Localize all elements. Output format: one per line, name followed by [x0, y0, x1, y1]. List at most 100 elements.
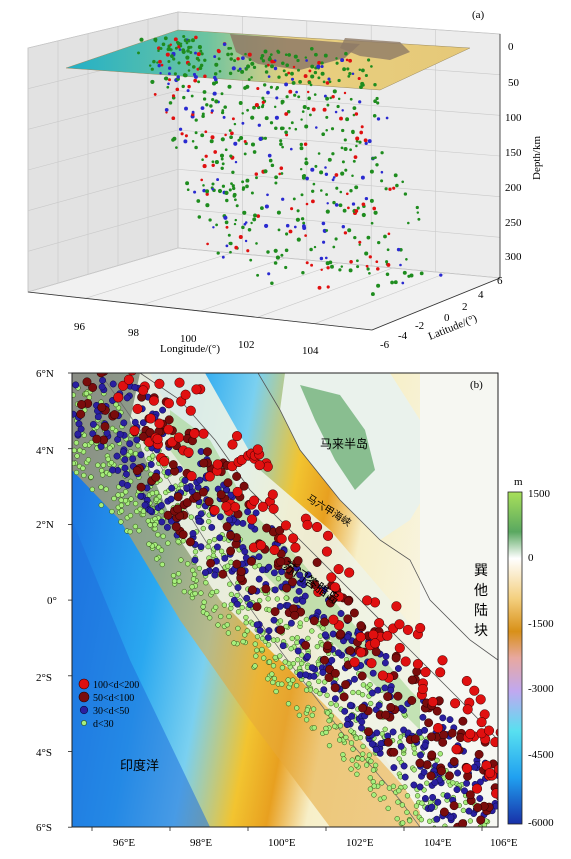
- depth-tick-labels: 0 50 100 150 200 250 300: [505, 41, 522, 263]
- hypocenter-dot: [351, 174, 354, 177]
- lat-tick: 6: [497, 275, 503, 287]
- grid-line: [85, 252, 232, 299]
- grid-line: [314, 272, 447, 324]
- epicenter-dot: [385, 805, 391, 812]
- epicenter-dot: [127, 373, 137, 376]
- epicenter-dot: [89, 486, 95, 493]
- epicenter-dot: [149, 353, 159, 363]
- epicenter-dot: [490, 737, 498, 748]
- hypocenter-dot: [220, 137, 225, 142]
- epicenter-dot: [358, 724, 365, 732]
- epicenter-dot: [116, 350, 124, 358]
- epicenter-dot: [320, 617, 329, 627]
- epicenter-dot: [54, 445, 59, 450]
- hypocenter-dot: [168, 66, 172, 70]
- hypocenter-dot: [221, 109, 225, 112]
- epicenter-dot: [401, 773, 409, 781]
- hypocenter-dot: [375, 260, 379, 264]
- hypocenter-dot: [209, 139, 214, 144]
- hypocenter-dot: [286, 109, 291, 114]
- hypocenter-dot: [233, 141, 238, 146]
- epicenter-dot: [344, 633, 352, 641]
- epicenter-dot: [467, 818, 474, 824]
- hypocenter-dot: [264, 64, 268, 68]
- hypocenter-dot: [261, 103, 265, 107]
- hypocenter-dot: [179, 42, 183, 46]
- epicenter-dot: [139, 419, 147, 427]
- legend-marker-shallow: [79, 705, 89, 715]
- epicenter-dot: [420, 768, 428, 776]
- hypocenter-dot: [295, 90, 298, 94]
- hypocenter-dot: [364, 196, 369, 201]
- epicenter-dot: [262, 461, 273, 472]
- epicenter-dot: [137, 492, 145, 500]
- epicenter-dot: [280, 520, 291, 531]
- hypocenter-dot: [336, 104, 340, 109]
- hypocenter-dot: [392, 186, 396, 190]
- epicenter-dot: [454, 838, 459, 843]
- epicenter-dot: [115, 492, 121, 498]
- epicenter-dot: [131, 383, 139, 391]
- epicenter-dot: [221, 554, 229, 562]
- hypocenter-dot: [168, 101, 173, 105]
- hypocenter-dot: [264, 223, 269, 228]
- hypocenter-dot: [386, 248, 390, 252]
- epicenter-dot: [262, 523, 272, 533]
- hypocenter-dot: [345, 117, 350, 122]
- hypocenter-dot: [281, 145, 284, 149]
- hypocenter-dot: [373, 99, 377, 104]
- hypocenter-dot: [213, 150, 218, 154]
- hypocenter-dot: [323, 94, 327, 98]
- hypocenter-dot: [211, 160, 215, 164]
- epicenter-dot: [324, 692, 330, 698]
- epicenter-dot: [73, 469, 80, 476]
- hypocenter-dot: [365, 264, 369, 268]
- epicenter-dot: [147, 507, 155, 515]
- epicenter-dot: [163, 523, 171, 531]
- epicenter-dot: [173, 504, 183, 514]
- hypocenter-dot: [205, 192, 209, 196]
- epicenter-dot: [447, 728, 457, 738]
- epicenter-dot: [96, 373, 106, 378]
- epicenter-dot: [328, 614, 339, 625]
- epicenter-dot: [343, 734, 349, 741]
- epicenter-dot: [109, 380, 117, 388]
- depth-tick: 150: [505, 147, 522, 159]
- hypocenter-dot: [385, 272, 390, 277]
- hypocenter-dot: [351, 202, 356, 206]
- longitude-axis-label: Longitude/(°): [160, 343, 220, 355]
- hypocenter-dot: [290, 207, 294, 211]
- hypocenter-dot: [363, 138, 368, 143]
- epicenter-dot: [192, 590, 198, 597]
- hypocenter-dot: [189, 51, 193, 54]
- epicenter-dot: [427, 696, 438, 707]
- epicenter-dot: [473, 803, 483, 813]
- epicenter-dot: [140, 508, 147, 514]
- hypocenter-dot: [347, 206, 350, 210]
- hypocenter-dot: [254, 172, 259, 176]
- epicenter-dot: [454, 769, 462, 777]
- map-lat-tick: 6°N: [36, 368, 54, 380]
- malay-highlands: [300, 385, 375, 490]
- grid-line: [177, 208, 501, 238]
- epicenter-dot: [303, 616, 310, 623]
- epicenter-dot: [410, 781, 418, 789]
- hypocenter-dot: [281, 61, 285, 66]
- epicenter-dot: [195, 517, 203, 525]
- label-malay-peninsula: 马来半岛: [320, 436, 368, 451]
- epicenter-dot: [325, 710, 331, 716]
- epicenter-dot: [353, 762, 360, 768]
- epicenter-dot: [379, 780, 385, 786]
- hypocenter-dot: [380, 151, 384, 155]
- hypocenter-dot: [359, 85, 363, 89]
- lat-tick: -2: [415, 320, 424, 332]
- epicenter-dot: [198, 428, 209, 439]
- epicenter-dot: [212, 459, 223, 470]
- hypocenter-dot: [211, 187, 214, 191]
- epicenter-dot: [460, 841, 465, 846]
- epicenter-dot: [198, 590, 204, 596]
- epicenter-dot: [367, 786, 374, 792]
- epicenter-dot: [493, 764, 498, 775]
- hypocenter-dot: [247, 52, 252, 57]
- epicenter-dot: [50, 407, 55, 412]
